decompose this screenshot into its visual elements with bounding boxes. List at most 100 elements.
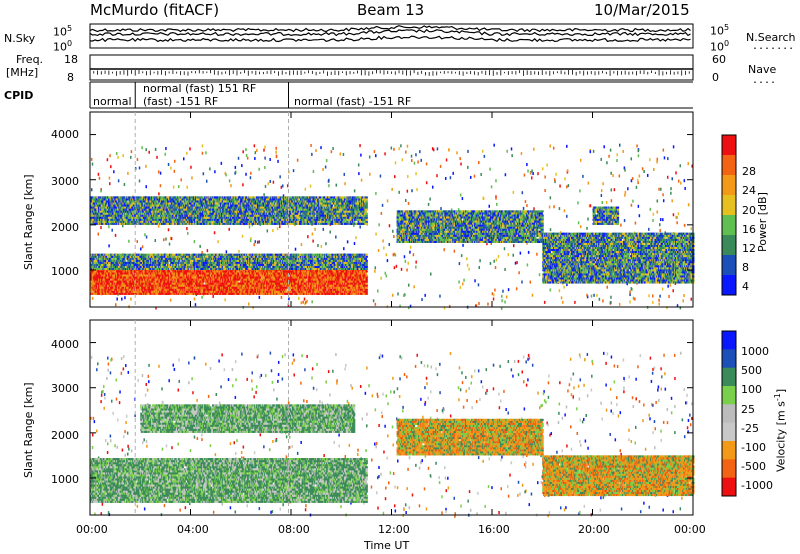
- echo-cell: [294, 247, 297, 251]
- echo-cell: [110, 276, 114, 279]
- echo-cell: [343, 278, 347, 281]
- echo-cell: [505, 295, 508, 299]
- echo-cell: [618, 174, 621, 178]
- echo-cell: [295, 280, 298, 283]
- echo-cell: [448, 304, 451, 308]
- echo-cell: [461, 197, 464, 201]
- echo-cell: [238, 249, 240, 253]
- echo-cell: [459, 286, 462, 290]
- echo-cell: [675, 171, 677, 175]
- echo-cell: [436, 147, 439, 151]
- echo-cell: [377, 249, 380, 253]
- echo-cell: [109, 154, 111, 158]
- echo-cell: [309, 184, 312, 188]
- echo-cell: [275, 150, 277, 154]
- echo-cell: [449, 176, 452, 180]
- echo-cell: [605, 200, 608, 204]
- echo-cell: [144, 233, 146, 237]
- echo-cell: [189, 288, 193, 291]
- echo-cell: [201, 144, 204, 148]
- echo-cell: [600, 157, 602, 161]
- echo-cell: [128, 286, 131, 289]
- echo-cell: [512, 190, 515, 194]
- echo-cell: [667, 284, 669, 288]
- echo-cell: [328, 184, 330, 188]
- echo-cell: [295, 288, 298, 291]
- echo-cell: [288, 288, 291, 291]
- echo-cell: [675, 215, 678, 219]
- echo-cell: [491, 292, 494, 296]
- echo-cell: [440, 207, 442, 211]
- echo-cell: [204, 282, 208, 285]
- echo-cell: [401, 158, 404, 162]
- echo-cell: [630, 179, 633, 183]
- echo-cell: [241, 164, 243, 168]
- echo-cell: [413, 161, 416, 165]
- echo-cell: [450, 208, 453, 212]
- echo-cell: [230, 276, 234, 279]
- echo-cell: [97, 290, 100, 293]
- echo-cell: [162, 290, 166, 293]
- echo-cell: [206, 280, 210, 283]
- echo-cell: [311, 232, 314, 236]
- echo-cell: [297, 274, 300, 277]
- echo-cell: [656, 157, 659, 161]
- echo-cell: [267, 282, 271, 285]
- echo-cell: [494, 266, 497, 270]
- echo-cell: [241, 270, 245, 273]
- echo-cell: [247, 272, 250, 275]
- echo-cell: [560, 296, 563, 300]
- noise-sky-line: [89, 25, 691, 33]
- echo-cell: [622, 149, 624, 153]
- echo-cell: [325, 242, 327, 246]
- echo-cell: [115, 284, 118, 287]
- echo-cell: [90, 188, 93, 192]
- echo-cell: [142, 276, 146, 279]
- echo-cell: [374, 266, 377, 270]
- echo-cell: [443, 306, 446, 310]
- echo-cell: [587, 217, 589, 221]
- echo-cell: [478, 301, 480, 305]
- echo-cell: [108, 225, 110, 229]
- echo-cell: [106, 288, 109, 291]
- echo-cell: [108, 176, 111, 180]
- echo-cell: [117, 270, 121, 273]
- echo-cell: [315, 149, 317, 153]
- echo-cell: [98, 176, 101, 180]
- echo-cell: [174, 280, 177, 283]
- echo-cell: [480, 172, 482, 176]
- echo-cell: [409, 245, 412, 249]
- echo-cell: [170, 236, 172, 240]
- echo-cell: [430, 272, 432, 276]
- echo-cell: [404, 293, 406, 297]
- echo-cell: [329, 288, 332, 291]
- echo-cell: [93, 270, 96, 273]
- echo-cell: [641, 167, 644, 171]
- echo-cell: [154, 278, 158, 281]
- echo-cell: [237, 274, 240, 277]
- echo-cell: [501, 294, 503, 298]
- echo-cell: [286, 184, 289, 188]
- echo-cell: [122, 278, 125, 281]
- echo-cell: [429, 197, 431, 201]
- echo-cell: [636, 144, 638, 148]
- echo-cell: [407, 174, 409, 178]
- echo-cell: [227, 280, 230, 283]
- echo-cell: [166, 286, 169, 289]
- echo-cell: [128, 239, 130, 243]
- echo-cell: [502, 289, 504, 293]
- echo-cell: [307, 272, 310, 275]
- echo-cell: [101, 274, 105, 277]
- echo-cell: [586, 226, 588, 230]
- echo-cell: [439, 294, 441, 298]
- echo-cell: [558, 207, 561, 211]
- echo-cell: [280, 295, 283, 299]
- echo-cell: [407, 306, 410, 310]
- echo-cell: [687, 162, 689, 166]
- echo-cell: [399, 304, 401, 308]
- echo-cell: [388, 243, 391, 247]
- echo-cell: [237, 156, 240, 160]
- echo-cell: [247, 302, 250, 306]
- echo-cell: [662, 199, 665, 203]
- echo-cell: [133, 274, 136, 277]
